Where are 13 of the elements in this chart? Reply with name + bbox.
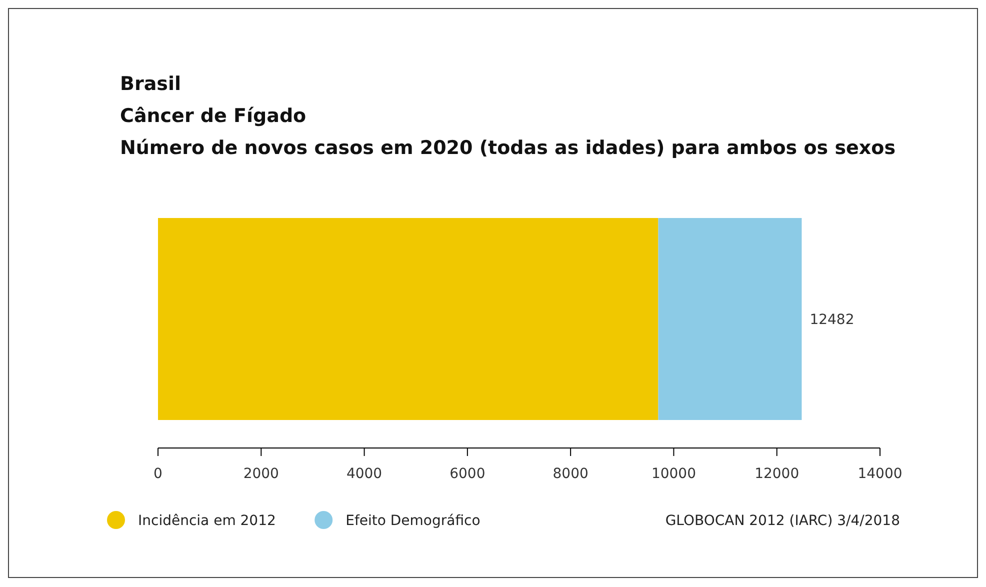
x-tick-label: 10000: [651, 466, 696, 482]
x-tick-label: 14000: [858, 466, 902, 482]
x-tick-label: 6000: [450, 466, 486, 482]
total-label: 12482: [810, 312, 854, 328]
x-tick-label: 0: [154, 466, 162, 482]
x-tick-label: 8000: [552, 466, 588, 482]
x-tick-label: 2000: [243, 466, 279, 482]
legend-label: Incidência em 2012: [138, 513, 276, 529]
legend-label: Efeito Demográfico: [346, 513, 480, 529]
x-tick-label: 12000: [754, 466, 800, 482]
text: GLOBOCAN 2012 (IARC) 3/4/2018: [665, 513, 900, 529]
chart-title: Brasil Câncer de Fígado Número de novos casos em 2020 (todas as idades) para ambos os sexos: [120, 73, 896, 159]
x-tick-label: 4000: [346, 466, 382, 482]
